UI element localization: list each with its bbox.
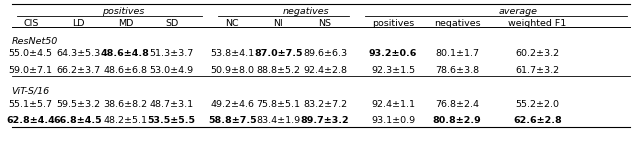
Text: NC: NC xyxy=(225,19,239,28)
Text: 83.2±7.2: 83.2±7.2 xyxy=(303,100,347,109)
Text: positives: positives xyxy=(102,7,145,16)
Text: 83.4±1.9: 83.4±1.9 xyxy=(257,116,300,125)
Text: 80.1±1.7: 80.1±1.7 xyxy=(435,49,479,58)
Text: 76.8±2.4: 76.8±2.4 xyxy=(435,100,479,109)
Text: NS: NS xyxy=(319,19,332,28)
Text: 48.6±6.8: 48.6±6.8 xyxy=(104,66,147,74)
Text: 89.6±6.3: 89.6±6.3 xyxy=(303,49,347,58)
Text: 59.0±7.1: 59.0±7.1 xyxy=(9,66,52,74)
Text: 48.2±5.1: 48.2±5.1 xyxy=(104,116,147,125)
Text: 60.2±3.2: 60.2±3.2 xyxy=(516,49,559,58)
Text: 92.4±1.1: 92.4±1.1 xyxy=(371,100,415,109)
Text: LD: LD xyxy=(72,19,84,28)
Text: ViT-S/16: ViT-S/16 xyxy=(12,86,50,95)
Text: 78.6±3.8: 78.6±3.8 xyxy=(435,66,479,74)
Text: 49.2±4.6: 49.2±4.6 xyxy=(211,100,254,109)
Text: 66.2±3.7: 66.2±3.7 xyxy=(56,66,100,74)
Text: 92.4±2.8: 92.4±2.8 xyxy=(303,66,347,74)
Text: 38.6±8.2: 38.6±8.2 xyxy=(104,100,147,109)
Text: 50.9±8.0: 50.9±8.0 xyxy=(211,66,254,74)
Text: 80.8±2.9: 80.8±2.9 xyxy=(433,116,481,125)
Text: MD: MD xyxy=(118,19,133,28)
Text: 48.6±4.8: 48.6±4.8 xyxy=(101,49,150,58)
Text: 61.7±3.2: 61.7±3.2 xyxy=(516,66,559,74)
Text: 62.8±4.4: 62.8±4.4 xyxy=(6,116,55,125)
Text: 59.5±3.2: 59.5±3.2 xyxy=(56,100,100,109)
Text: 55.2±2.0: 55.2±2.0 xyxy=(516,100,559,109)
Text: 62.6±2.8: 62.6±2.8 xyxy=(513,116,562,125)
Text: 55.1±5.7: 55.1±5.7 xyxy=(9,100,52,109)
Text: CIS: CIS xyxy=(23,19,38,28)
Text: 55.0±4.5: 55.0±4.5 xyxy=(9,49,52,58)
Text: 93.2±0.6: 93.2±0.6 xyxy=(369,49,417,58)
Text: 58.8±7.5: 58.8±7.5 xyxy=(208,116,257,125)
Text: ResNet50: ResNet50 xyxy=(12,37,58,45)
Text: 75.8±5.1: 75.8±5.1 xyxy=(257,100,300,109)
Text: average: average xyxy=(499,7,538,16)
Text: 53.8±4.1: 53.8±4.1 xyxy=(211,49,254,58)
Text: negatives: negatives xyxy=(434,19,480,28)
Text: 48.7±3.1: 48.7±3.1 xyxy=(150,100,193,109)
Text: 51.3±3.7: 51.3±3.7 xyxy=(149,49,194,58)
Text: 53.5±5.5: 53.5±5.5 xyxy=(148,116,196,125)
Text: 89.7±3.2: 89.7±3.2 xyxy=(301,116,349,125)
Text: 93.1±0.9: 93.1±0.9 xyxy=(371,116,415,125)
Text: positives: positives xyxy=(372,19,414,28)
Text: weighted F1: weighted F1 xyxy=(508,19,567,28)
Text: NI: NI xyxy=(273,19,284,28)
Text: 87.0±7.5: 87.0±7.5 xyxy=(254,49,303,58)
Text: 64.3±5.3: 64.3±5.3 xyxy=(56,49,100,58)
Text: 66.8±4.5: 66.8±4.5 xyxy=(54,116,102,125)
Text: SD: SD xyxy=(165,19,178,28)
Text: 53.0±4.9: 53.0±4.9 xyxy=(150,66,193,74)
Text: negatives: negatives xyxy=(283,7,329,16)
Text: 88.8±5.2: 88.8±5.2 xyxy=(257,66,300,74)
Text: 92.3±1.5: 92.3±1.5 xyxy=(371,66,415,74)
